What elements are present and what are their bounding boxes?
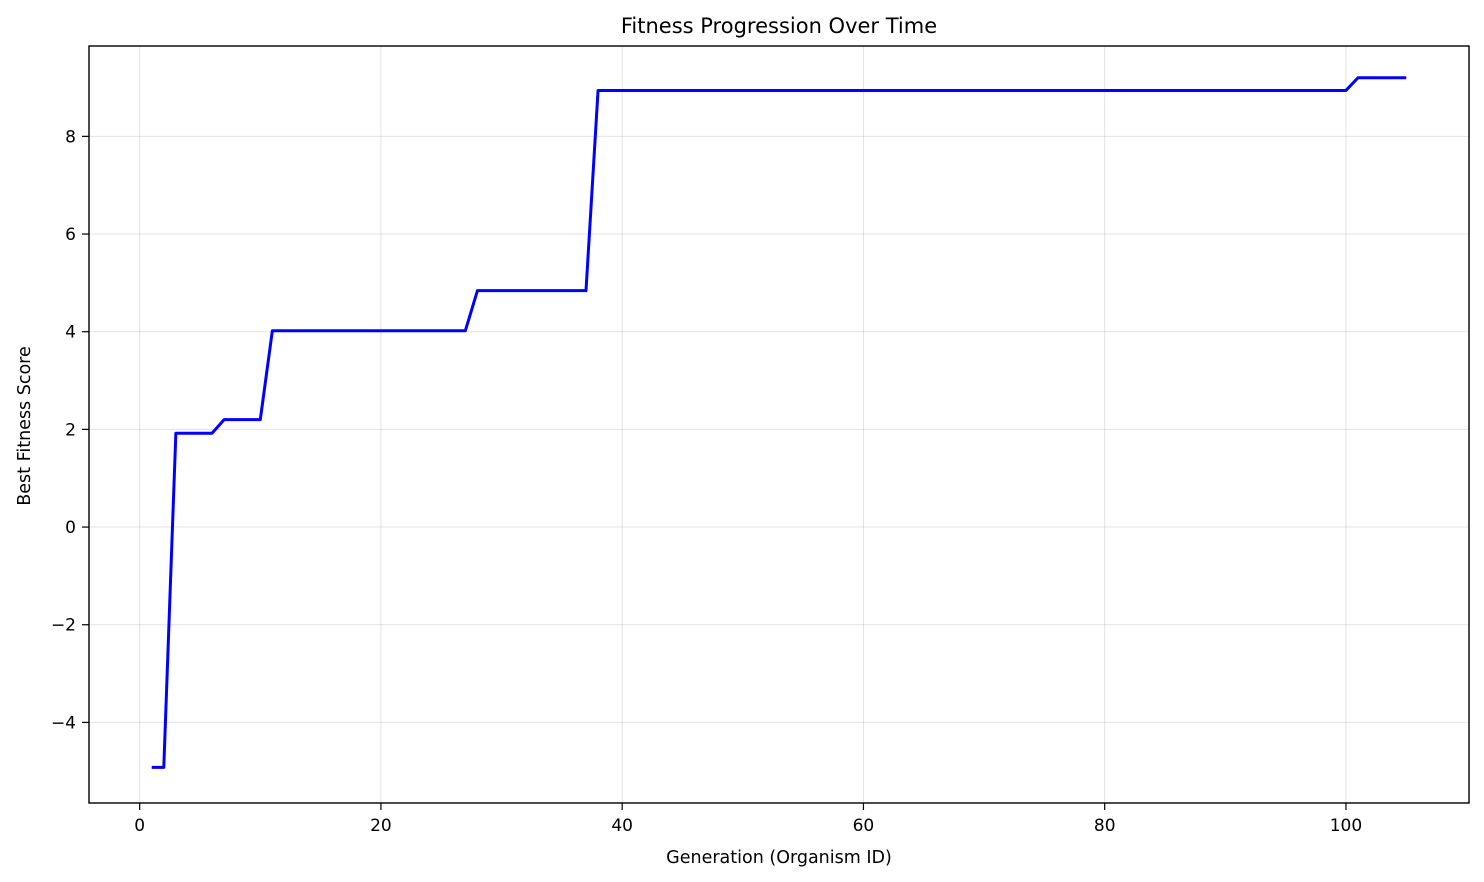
series-line: [151, 76, 1407, 769]
x-tick-label: 60: [853, 816, 875, 836]
x-tick-label: 100: [1330, 816, 1362, 836]
plot-frame: [88, 45, 1470, 804]
series-layer: [151, 76, 1407, 769]
y-tick-label: 4: [65, 323, 76, 343]
y-tick-label: 8: [65, 127, 76, 147]
y-tick-label: −2: [51, 616, 76, 636]
chart-title: Fitness Progression Over Time: [621, 14, 937, 38]
x-tick-label: 40: [611, 816, 633, 836]
y-tick-label: 0: [65, 518, 76, 538]
y-tick-label: −4: [51, 713, 76, 733]
y-tick-label: 2: [65, 420, 76, 440]
axis-ticks: 0 20 40 60 80 100 −4 −2 0 2 4 6 8: [51, 127, 1362, 836]
x-tick-label: 80: [1094, 816, 1116, 836]
x-tick-label: 20: [370, 816, 392, 836]
grid: [89, 46, 1469, 803]
x-axis-label: Generation (Organism ID): [666, 848, 892, 868]
x-tick-label: 0: [134, 816, 145, 836]
y-axis-label: Best Fitness Score: [15, 346, 35, 506]
y-tick-label: 6: [65, 225, 76, 245]
